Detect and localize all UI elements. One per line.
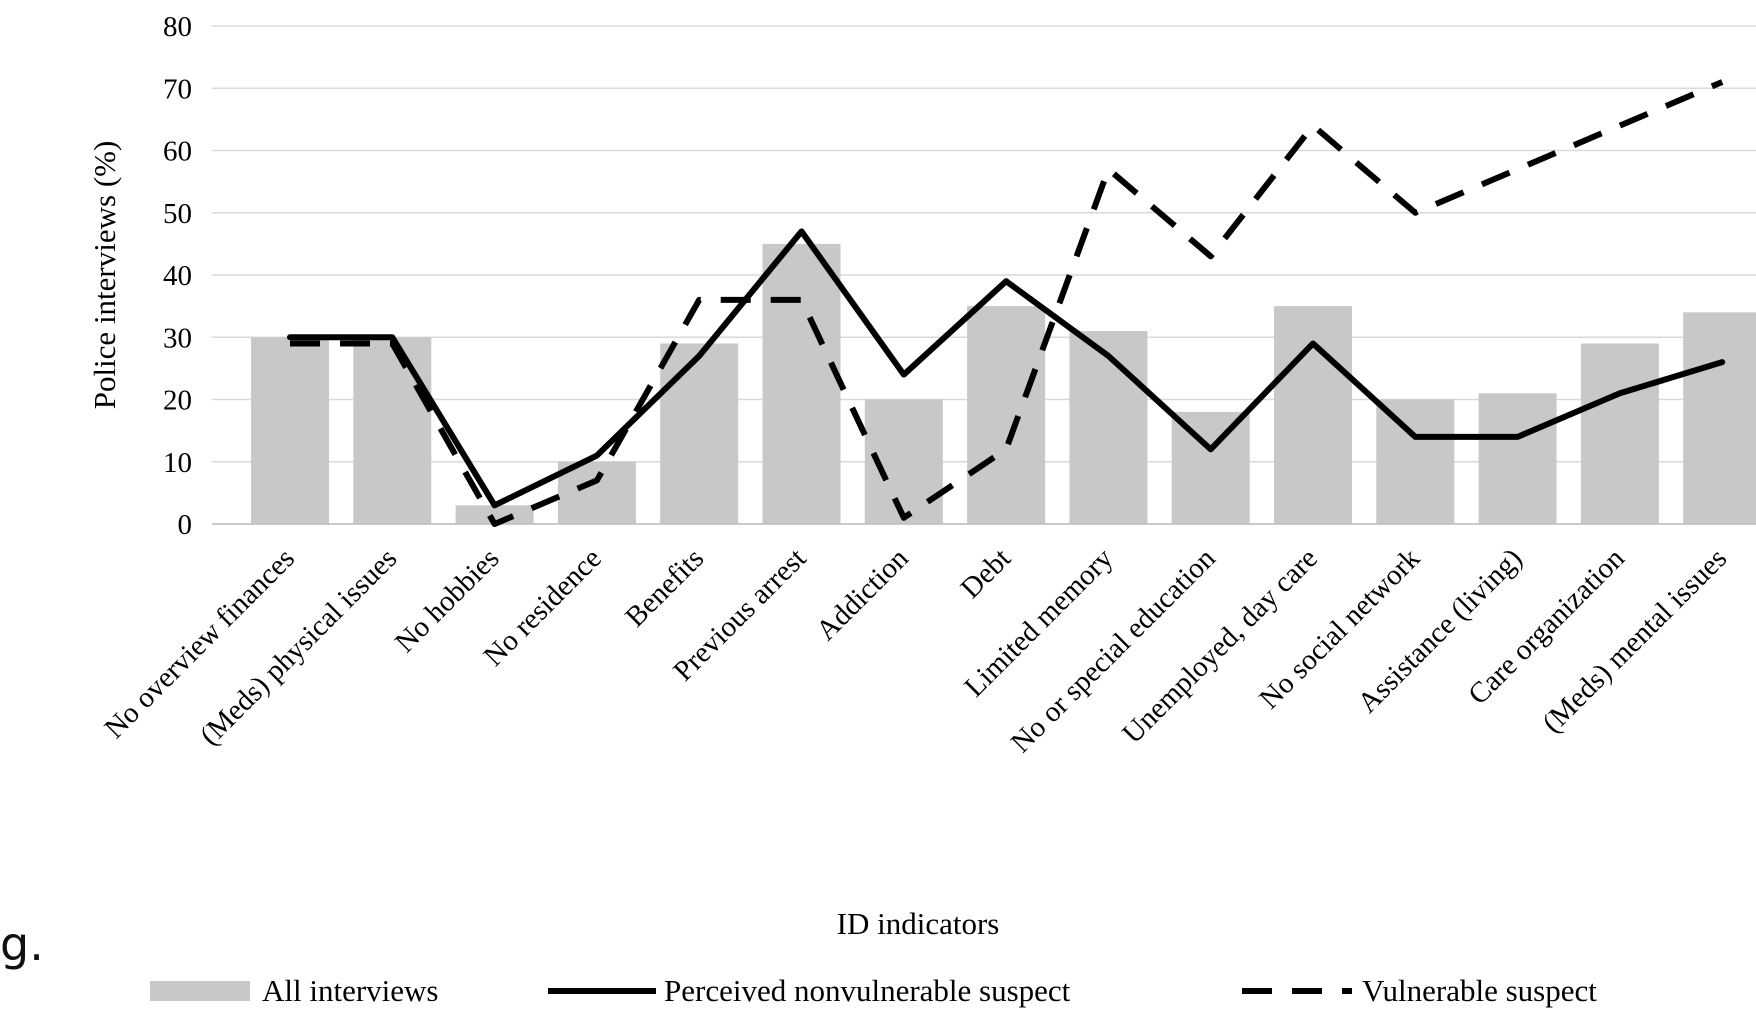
legend-swatch-bar — [150, 981, 250, 1001]
bar-series — [251, 243, 1756, 524]
y-tick-label: 40 — [163, 260, 192, 292]
solid-series-line — [287, 228, 1726, 509]
bar — [353, 337, 432, 524]
bar — [660, 343, 739, 524]
bar — [1683, 312, 1756, 524]
y-tick-labels: 0 10 20 30 40 50 60 70 80 — [163, 11, 192, 541]
bar — [1274, 306, 1352, 524]
legend-label: Vulnerable suspect — [1362, 973, 1597, 1008]
x-tick-label: Unemployed, day care — [1116, 542, 1324, 750]
bar — [557, 461, 636, 524]
y-tick-label: 50 — [163, 198, 192, 230]
bar — [251, 337, 329, 524]
bar — [455, 505, 534, 524]
x-tick-labels: No overview finances(Meds) physical issu… — [98, 542, 1733, 759]
x-tick-label: (Meds) mental issues — [1536, 542, 1733, 739]
line-series — [287, 79, 1726, 527]
bar — [762, 243, 841, 524]
legend: All interviews Perceived nonvulnerable su… — [150, 973, 1597, 1008]
y-tick-label: 10 — [163, 447, 192, 479]
x-tick-label: Benefits — [619, 542, 710, 633]
y-tick-label: 80 — [163, 11, 192, 43]
y-tick-label: 70 — [163, 73, 192, 105]
x-tick-label: Debt — [955, 542, 1017, 604]
bar — [967, 306, 1046, 524]
bar — [1580, 343, 1659, 524]
x-tick-label: No overview finances — [98, 542, 301, 745]
y-tick-label: 30 — [163, 322, 192, 354]
bar — [1478, 393, 1557, 524]
y-axis-title: Police interviews (%) — [87, 141, 122, 410]
bar — [1069, 331, 1148, 524]
legend-label: All interviews — [262, 973, 439, 1008]
bar — [1376, 399, 1455, 524]
y-tick-label: 60 — [163, 136, 192, 168]
y-tick-label: 20 — [163, 385, 192, 417]
x-tick-label: No or special education — [1005, 542, 1222, 759]
bar — [1171, 411, 1250, 524]
x-axis-title: ID indicators — [837, 906, 1000, 941]
dashed-series-line — [290, 79, 1724, 527]
legend-label: Perceived nonvulnerable suspect — [664, 973, 1071, 1008]
y-tick-label: 0 — [178, 509, 193, 541]
cropped-caption-fragment: g. — [0, 917, 44, 971]
x-tick-label: (Meds) physical issues — [194, 542, 403, 751]
x-tick-label: Addiction — [810, 542, 915, 647]
